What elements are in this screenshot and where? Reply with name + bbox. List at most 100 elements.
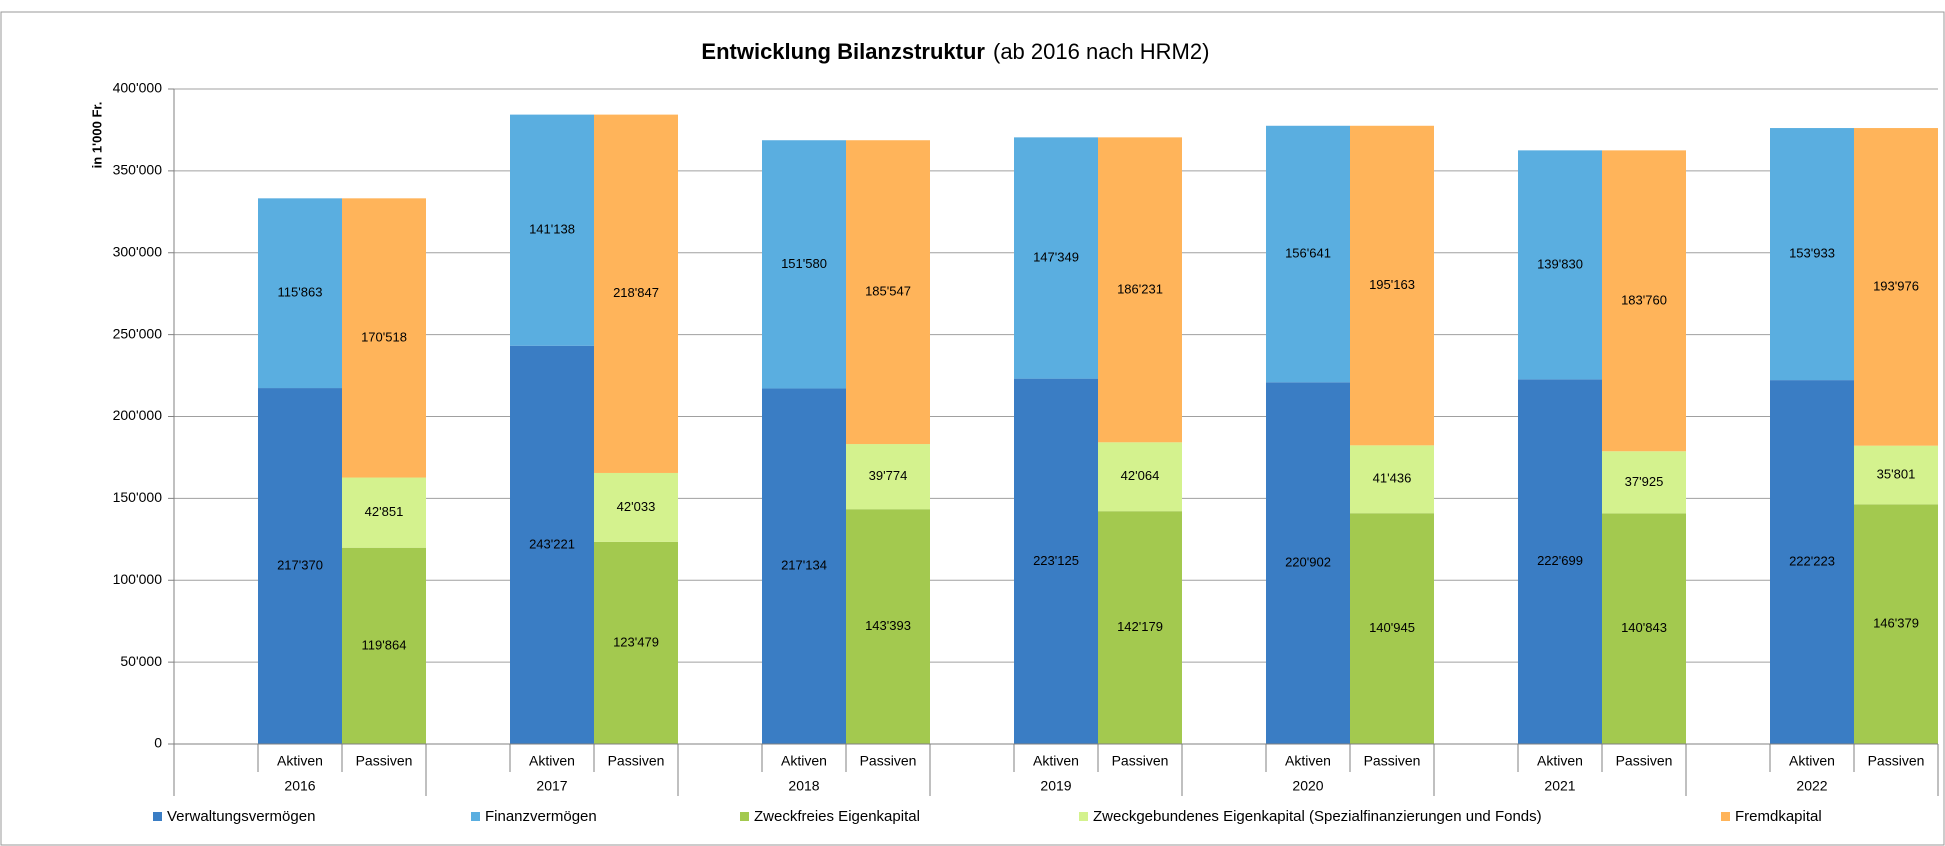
bar-segment [342, 547, 426, 744]
data-label: 195'163 [1369, 277, 1415, 292]
legend-swatch [740, 812, 749, 821]
data-label: 146'379 [1873, 616, 1919, 631]
data-label: 142'179 [1117, 619, 1163, 634]
data-label: 123'479 [613, 634, 659, 649]
x-category-label: 2022 [1796, 778, 1827, 794]
legend-label: Finanzvermögen [485, 808, 597, 825]
data-label: 217'134 [781, 558, 827, 573]
data-label: 222'223 [1789, 553, 1835, 568]
y-tick-label: 300'000 [113, 243, 163, 259]
data-label: 139'830 [1537, 256, 1583, 271]
bar-segment [594, 114, 678, 473]
data-label: 218'847 [613, 285, 659, 300]
bar-segment [342, 198, 426, 478]
x-category-label: 2019 [1040, 778, 1071, 794]
data-label: 185'547 [865, 284, 911, 299]
bar-segment [762, 140, 846, 389]
bar-segment [1350, 445, 1434, 514]
x-category-label: 2017 [536, 778, 567, 794]
bar-segment [258, 198, 342, 389]
bar-segment [846, 444, 930, 510]
y-tick-label: 400'000 [113, 80, 163, 96]
bar-segment [1350, 513, 1434, 744]
data-label: 222'699 [1537, 553, 1583, 568]
data-label: 42'064 [1121, 468, 1160, 483]
bar-segment [762, 388, 846, 744]
bar-segment [594, 541, 678, 744]
x-category-label: 2021 [1544, 778, 1575, 794]
legend-swatch [1079, 812, 1088, 821]
data-label: 186'231 [1117, 281, 1163, 296]
data-label: 35'801 [1877, 466, 1916, 481]
bar-segment [1854, 504, 1938, 744]
data-label: 243'221 [529, 536, 575, 551]
data-label: 220'902 [1285, 555, 1331, 570]
x-subcategory-label: Aktiven [529, 753, 575, 769]
data-label: 170'518 [361, 329, 407, 344]
legend-label: Fremdkapital [1735, 808, 1822, 825]
bar-segment [1518, 379, 1602, 744]
bar-segment [258, 388, 342, 744]
bar-segment [510, 345, 594, 744]
x-subcategory-label: Passiven [1112, 753, 1169, 769]
bar-segment [1770, 380, 1854, 744]
bar-segment [594, 472, 678, 542]
y-axis-label: in 1'000 Fr. [89, 102, 104, 169]
x-subcategory-label: Aktiven [277, 753, 323, 769]
x-subcategory-label: Aktiven [1285, 753, 1331, 769]
data-label: 143'393 [865, 618, 911, 633]
bar-segment [1014, 378, 1098, 744]
bar-segment [1602, 451, 1686, 514]
x-subcategory-label: Passiven [1616, 753, 1673, 769]
data-label: 141'138 [529, 222, 575, 237]
data-label: 193'976 [1873, 278, 1919, 293]
y-tick-label: 100'000 [113, 571, 163, 587]
bar-segment [1098, 137, 1182, 443]
bar-segment [1014, 137, 1098, 379]
data-label: 115'863 [278, 285, 323, 300]
data-label: 140'843 [1621, 620, 1667, 635]
data-label: 153'933 [1789, 246, 1835, 261]
bar-segment [1602, 150, 1686, 452]
legend-swatch [1721, 812, 1730, 821]
bar-segment [846, 140, 930, 445]
bar-segment [1266, 382, 1350, 744]
data-label: 140'945 [1369, 620, 1415, 635]
bar-segment [1266, 125, 1350, 383]
x-subcategory-label: Passiven [608, 753, 665, 769]
x-category-label: 2016 [284, 778, 315, 794]
bar-segment [1854, 128, 1938, 446]
bar-segment [1098, 511, 1182, 744]
data-label: 183'760 [1621, 292, 1667, 307]
data-label: 119'864 [362, 637, 407, 652]
x-subcategory-label: Aktiven [1789, 753, 1835, 769]
x-subcategory-label: Passiven [1364, 753, 1421, 769]
legend-swatch [471, 812, 480, 821]
data-label: 41'436 [1373, 471, 1412, 486]
data-label: 156'641 [1285, 245, 1331, 260]
y-tick-label: 200'000 [113, 407, 163, 423]
data-label: 37'925 [1625, 474, 1664, 489]
legend-label: Zweckgebundenes Eigenkapital (Spezialfin… [1093, 808, 1542, 825]
x-subcategory-label: Passiven [860, 753, 917, 769]
legend-label: Zweckfreies Eigenkapital [754, 808, 920, 825]
y-tick-label: 350'000 [113, 162, 163, 178]
data-label: 39'774 [869, 468, 908, 483]
data-label: 151'580 [781, 256, 827, 271]
data-label: 42'033 [617, 499, 656, 514]
bar-segment [342, 477, 426, 548]
chart-title: Entwicklung Bilanzstruktur [701, 39, 985, 64]
y-tick-label: 150'000 [113, 489, 163, 505]
bar-segment [1518, 150, 1602, 380]
x-subcategory-label: Aktiven [781, 753, 827, 769]
x-category-label: 2018 [788, 778, 819, 794]
data-label: 42'851 [365, 504, 404, 519]
x-subcategory-label: Aktiven [1537, 753, 1583, 769]
bar-segment [1770, 128, 1854, 381]
y-tick-label: 250'000 [113, 325, 163, 341]
chart-frame [0, 11, 1945, 846]
legend-swatch [153, 812, 162, 821]
bar-segment [846, 509, 930, 744]
